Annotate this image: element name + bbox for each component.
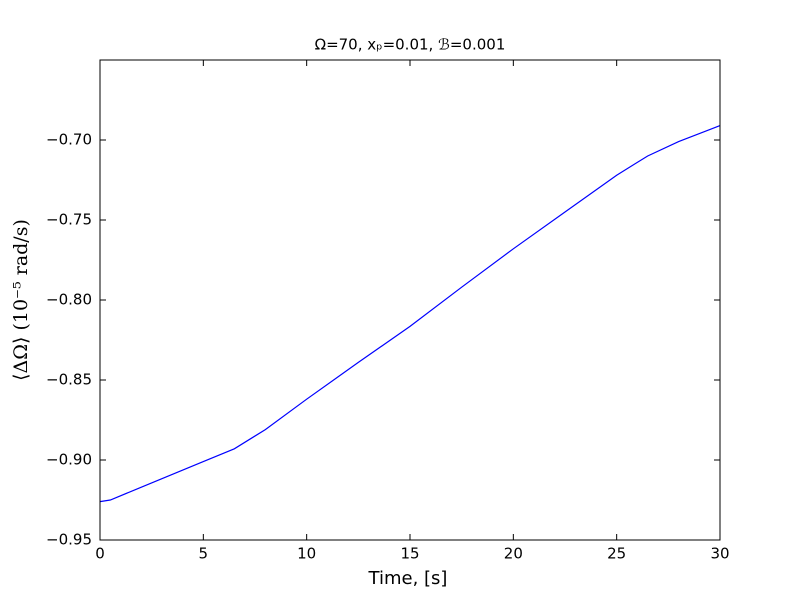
y-tick-label: −0.80 [46,291,92,309]
y-tick-label: −0.90 [46,451,92,469]
chart-title: Ω=70, xₚ=0.01, ℬ=0.001 [315,36,506,54]
x-axis-label: Time, [s] [368,568,448,589]
data-line [99,125,721,503]
x-tick-label: 0 [95,545,105,563]
y-tick-label: −0.95 [46,531,92,549]
x-tick-label: 30 [710,545,729,563]
x-tick-label: 10 [297,545,316,563]
plot-frame [99,59,721,541]
x-tick-label: 15 [400,545,419,563]
x-tick-label: 20 [504,545,523,563]
x-tick-label: 5 [199,545,209,563]
x-tick-label: 25 [607,545,626,563]
y-tick-label: −0.85 [46,371,92,389]
y-tick-label: −0.70 [46,131,92,149]
y-axis-label: ⟨ΔΩ⟩ (10⁻⁵ rad/s) [10,219,32,381]
y-tick-label: −0.75 [46,211,92,229]
